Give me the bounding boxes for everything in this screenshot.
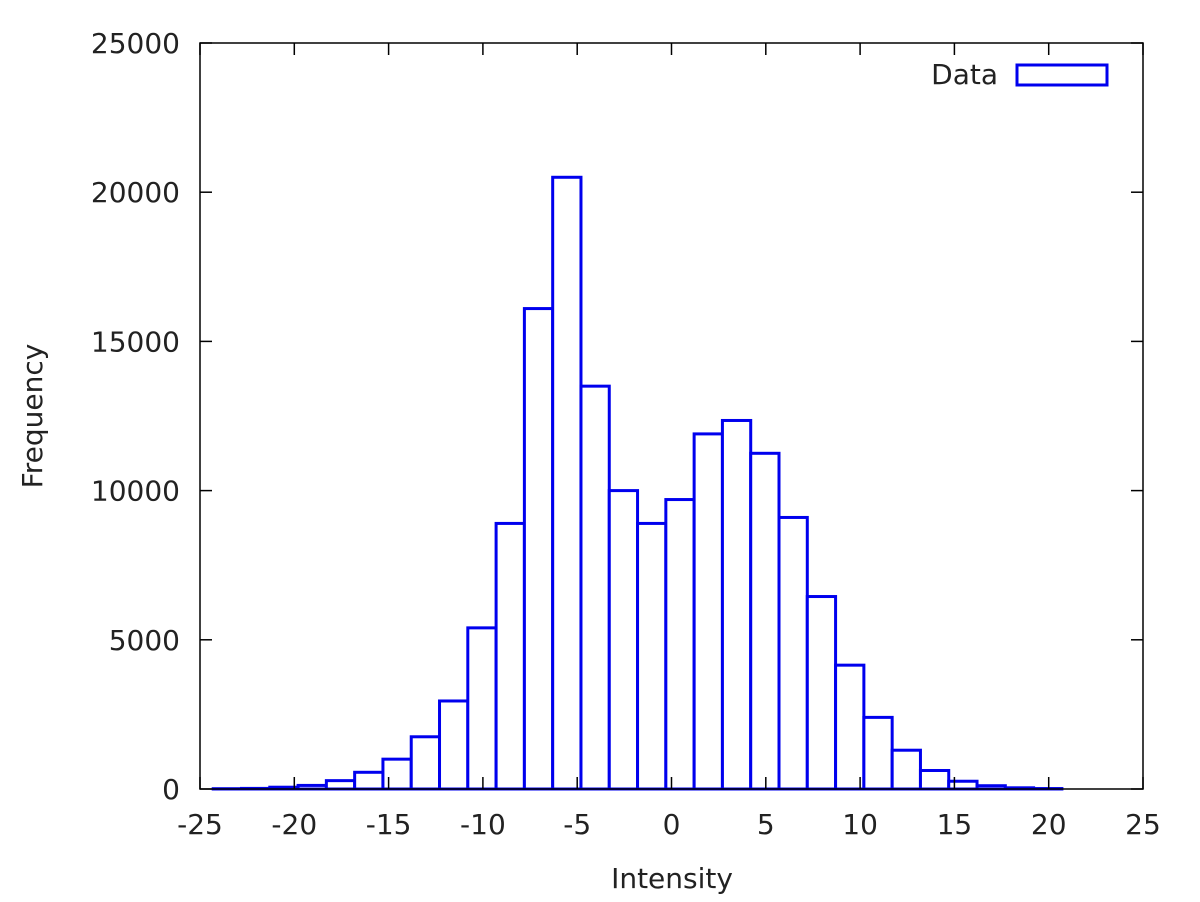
histogram-bar-23: [862, 715, 894, 791]
x-tick-label-9: 20: [1031, 808, 1067, 841]
histogram-bar-5: [353, 770, 385, 791]
histogram-bar-24: [890, 748, 922, 791]
histogram-bar-19: [749, 451, 781, 791]
y-tick-label-4: 20000: [91, 176, 180, 209]
x-axis-title: Intensity: [611, 862, 733, 895]
histogram-bar-16: [664, 498, 696, 791]
x-tick-label-0: -25: [177, 808, 223, 841]
y-tick-label-1: 5000: [109, 624, 180, 657]
x-tick-label-4: -5: [563, 808, 591, 841]
y-tick-label-3: 15000: [91, 325, 180, 358]
x-tick-label-7: 10: [842, 808, 878, 841]
histogram-bar-17: [692, 432, 724, 791]
histogram-bar-14: [607, 489, 640, 791]
x-tick-label-6: 5: [757, 808, 775, 841]
y-tick-label-0: 0: [162, 773, 180, 806]
bars-layer: [211, 175, 1064, 791]
ticks-layer: -25 -20 -15 -10 -5 0 5 10 15 20 25 0 5000 10000 15000 2…: [91, 27, 1161, 841]
x-tick-label-10: 25: [1125, 808, 1161, 841]
histogram-bar-7: [409, 735, 442, 791]
x-tick-label-3: -10: [460, 808, 506, 841]
histogram-bar-15: [636, 521, 668, 791]
histogram-bar-10: [494, 521, 526, 791]
y-axis-title: Frequency: [16, 344, 49, 489]
histogram-bar-20: [777, 515, 809, 791]
histogram-bar-25: [918, 768, 951, 791]
histogram-bar-13: [579, 384, 611, 791]
x-tick-label-2: -15: [366, 808, 412, 841]
histogram-bar-18: [720, 418, 753, 791]
histogram-bar-22: [834, 663, 866, 791]
histogram-bar-4: [324, 779, 357, 791]
histogram-bar-21: [805, 595, 838, 791]
histogram-bar-9: [466, 626, 498, 791]
x-tick-label-8: 15: [937, 808, 973, 841]
histogram-bar-12: [551, 175, 583, 791]
legend-label: Data: [931, 58, 998, 91]
x-tick-label-5: 0: [663, 808, 681, 841]
legend: Data: [931, 58, 1109, 91]
histogram-bar-8: [438, 699, 470, 791]
legend-swatch: [1015, 63, 1109, 87]
histogram-bar-6: [381, 757, 413, 791]
y-tick-label-2: 10000: [91, 475, 180, 508]
x-tick-label-1: -20: [271, 808, 317, 841]
histogram-bar-26: [947, 779, 979, 791]
y-tick-label-5: 25000: [91, 27, 180, 60]
histogram-bar-11: [522, 307, 555, 791]
